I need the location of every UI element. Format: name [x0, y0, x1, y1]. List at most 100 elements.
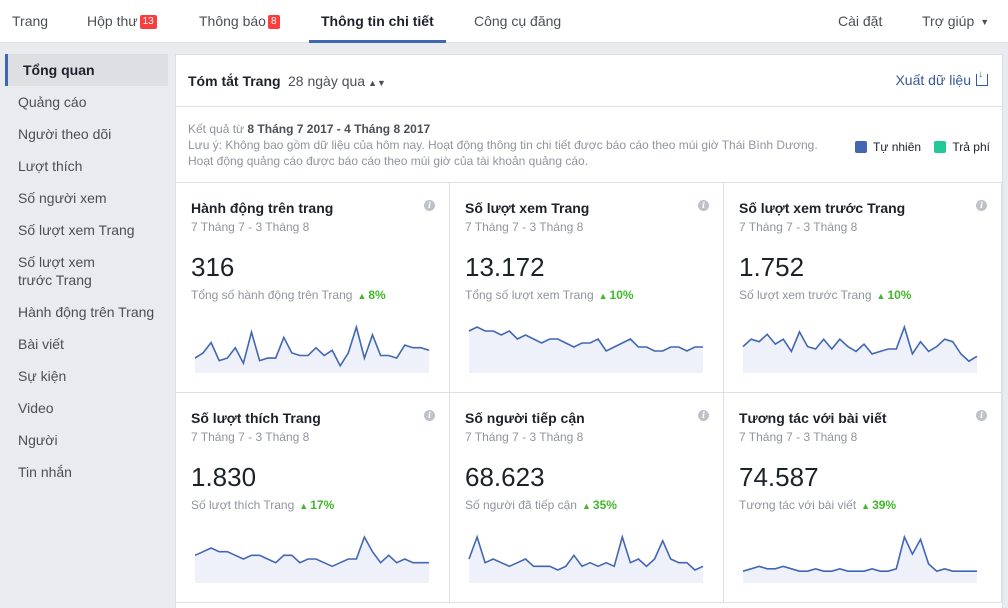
page-views-card[interactable]: Số lượt xem Trang 7 Tháng 7 - 3 Tháng 8 i 1… — [450, 183, 724, 393]
card-subtitle: Tương tác với bài viết ▲ 39% — [739, 498, 896, 512]
date-range-select[interactable]: 28 ngày qua ▲▼ — [288, 73, 386, 89]
sparkline-area — [469, 327, 703, 373]
legend-organic[interactable]: Tự nhiên — [855, 140, 921, 154]
top-nav: Trang Hộp thư 13 Thông báo 8 Thông tin chi… — [0, 0, 1008, 43]
panel-header: Tóm tắt Trang 28 ngày qua ▲▼ Xuất dữ liệu — [176, 55, 1002, 107]
reach-card[interactable]: Số người tiếp cận 7 Tháng 7 - 3 Tháng 8 i 6… — [450, 393, 724, 603]
caret-down-icon: ▼ — [980, 17, 990, 27]
page-summary-panel: Tóm tắt Trang 28 ngày qua ▲▼ Xuất dữ liệu… — [175, 54, 1003, 608]
trend-percent: 8% — [368, 288, 386, 302]
post-engagement-card[interactable]: Tương tác với bài viết 7 Tháng 7 - 3 Thán… — [724, 393, 1002, 603]
sidebar-item-events[interactable]: Sự kiện — [18, 368, 67, 384]
trend-up-icon: ▲ — [876, 291, 886, 301]
sparkline-area — [743, 327, 977, 373]
metric-grid: Hành động trên trang 7 Tháng 7 - 3 Tháng … — [176, 182, 1002, 603]
page-likes-card[interactable]: Số lượt thích Trang 7 Tháng 7 - 3 Tháng 8… — [176, 393, 450, 603]
card-value: 68.623 — [465, 462, 545, 492]
trend-percent: 10% — [887, 288, 912, 302]
card-subtitle-text: Số lượt thích Trang — [191, 498, 295, 512]
card-title: Số lượt xem Trang — [465, 200, 590, 216]
sparkline-area — [195, 327, 429, 373]
trend-up-icon: ▲ — [861, 501, 871, 511]
info-icon[interactable]: i — [976, 410, 987, 421]
card-title: Hành động trên trang — [191, 200, 334, 216]
trend-percent: 10% — [609, 288, 634, 302]
sidebar-item-ads[interactable]: Quảng cáo — [18, 94, 87, 110]
trend-percent: 17% — [310, 498, 335, 512]
sparkline-chart — [468, 534, 704, 583]
sparkline-chart — [742, 534, 977, 583]
sparkline-chart — [194, 324, 430, 373]
nav-tab-publishing-tools[interactable]: Công cụ đăng — [474, 0, 561, 43]
download-icon — [976, 69, 988, 86]
card-subtitle-text: Tương tác với bài viết — [739, 498, 857, 512]
card-subtitle-text: Số người đã tiếp cận — [465, 498, 577, 512]
card-subtitle: Tổng số lượt xem Trang ▲ 10% — [465, 288, 634, 302]
nav-tab-label: Công cụ đăng — [474, 13, 562, 29]
info-icon[interactable]: i — [424, 200, 435, 211]
inbox-count-badge: 13 — [139, 15, 157, 29]
sidebar-item-messages[interactable]: Tin nhắn — [18, 464, 72, 480]
sparkline-line — [742, 534, 977, 573]
trend-up-icon: ▲ — [357, 291, 367, 301]
panel-title: Tóm tắt Trang — [188, 73, 281, 89]
sidebar-item-likes[interactable]: Lượt thích — [18, 158, 83, 174]
info-icon[interactable]: i — [424, 410, 435, 421]
help-menu[interactable]: Trợ giúp ▼ — [922, 0, 989, 43]
info-icon[interactable]: i — [976, 200, 987, 211]
note-line-2: Hoạt động quảng cáo được báo cáo theo mú… — [188, 154, 589, 168]
nav-tab-insights[interactable]: Thông tin chi tiết — [309, 0, 446, 43]
note-line-1: Lưu ý: Không bao gồm dữ liệu của hôm nay… — [188, 138, 818, 152]
sparkline-chart — [468, 326, 703, 373]
card-subtitle: Số lượt thích Trang ▲ 17% — [191, 498, 334, 512]
sparkline-area — [743, 537, 977, 583]
sparkline-line — [468, 534, 704, 571]
card-title: Số lượt thích Trang — [191, 410, 321, 426]
legend-label: Tự nhiên — [873, 140, 922, 154]
card-date-range: 7 Tháng 7 - 3 Tháng 8 — [465, 430, 584, 444]
card-date-range: 7 Tháng 7 - 3 Tháng 8 — [191, 430, 310, 444]
trend-percent: 39% — [872, 498, 897, 512]
nav-tab-page[interactable]: Trang — [12, 0, 48, 43]
sidebar-item-reach[interactable]: Số người xem — [18, 190, 107, 206]
sparkline-line — [194, 324, 430, 368]
date-range-value: 28 ngày qua — [288, 73, 366, 89]
nav-tab-label: Thông báo — [199, 13, 266, 29]
card-title: Tương tác với bài viết — [739, 410, 887, 426]
help-label: Trợ giúp — [922, 13, 975, 29]
sidebar-item-page-views[interactable]: Số lượt xem Trang — [18, 222, 135, 238]
card-date-range: 7 Tháng 7 - 3 Tháng 8 — [191, 220, 310, 234]
card-subtitle-text: Tổng số lượt xem Trang — [465, 288, 594, 302]
sidebar-item-followers[interactable]: Người theo dõi — [18, 126, 112, 142]
nav-tab-label: Hộp thư — [87, 13, 138, 29]
info-icon[interactable]: i — [698, 410, 709, 421]
chart-legend: Tự nhiên Trả phí — [845, 140, 990, 154]
nav-tab-label: Thông tin chi tiết — [321, 13, 434, 29]
card-value: 1.830 — [191, 462, 257, 492]
card-subtitle-text: Số lượt xem trước Trang — [739, 288, 872, 302]
card-date-range: 7 Tháng 7 - 3 Tháng 8 — [465, 220, 584, 234]
nav-tab-inbox[interactable]: Hộp thư 13 — [87, 0, 157, 43]
sidebar-item-page-actions[interactable]: Hành động trên Trang — [18, 304, 155, 320]
info-icon[interactable]: i — [698, 200, 709, 211]
updown-caret-icon: ▲▼ — [368, 78, 386, 88]
report-info: Kết quả từ 8 Tháng 7 2017 - 4 Tháng 8 20… — [188, 121, 818, 169]
nav-tab-notifications[interactable]: Thông báo 8 — [199, 0, 280, 43]
sidebar-item-posts[interactable]: Bài viết — [18, 336, 64, 352]
sparkline-line — [194, 535, 429, 568]
legend-paid[interactable]: Trả phí — [934, 140, 990, 154]
sidebar-item-overview[interactable]: Tổng quan — [5, 54, 168, 86]
result-prefix: Kết quả từ — [188, 122, 245, 136]
page-previews-card[interactable]: Số lượt xem trước Trang 7 Tháng 7 - 3 Thá… — [724, 183, 1002, 393]
page-actions-card[interactable]: Hành động trên trang 7 Tháng 7 - 3 Tháng … — [176, 183, 450, 393]
card-value: 316 — [191, 252, 235, 282]
sparkline-area — [469, 537, 703, 583]
settings-link[interactable]: Cài đặt — [838, 0, 882, 43]
card-value: 74.587 — [739, 462, 819, 492]
sidebar-item-videos[interactable]: Video — [18, 400, 54, 416]
card-subtitle: Tổng số hành động trên Trang ▲ 8% — [191, 288, 386, 302]
sidebar-item-page-previews[interactable]: Số lượt xem trước Trang — [18, 254, 95, 288]
export-data-button[interactable]: Xuất dữ liệu — [895, 69, 988, 88]
sidebar-item-people[interactable]: Người — [18, 432, 58, 448]
card-title: Số người tiếp cận — [465, 410, 585, 426]
